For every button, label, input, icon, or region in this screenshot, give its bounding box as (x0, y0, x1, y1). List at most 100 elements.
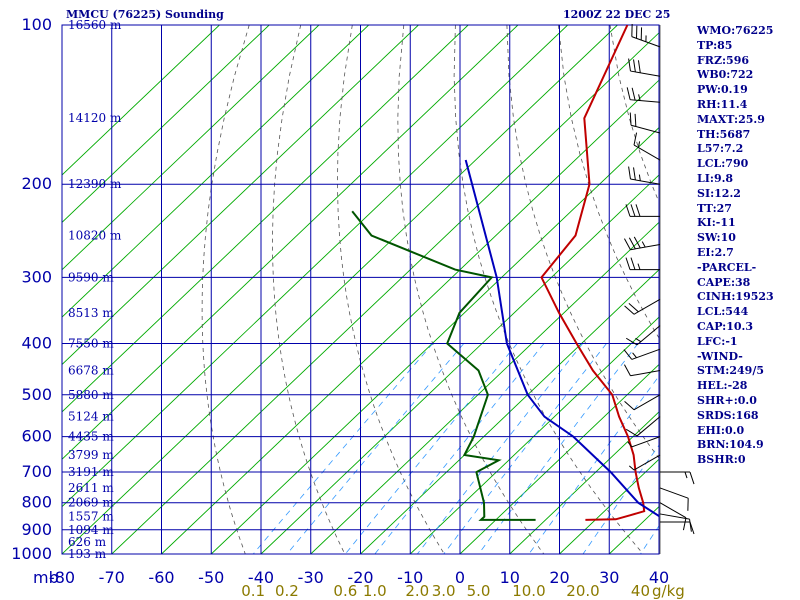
mixing-ratio-line (478, 343, 639, 554)
isotherm-line (62, 25, 419, 366)
temperature-tick-label: -70 (99, 568, 125, 587)
wind-barb-flag (625, 257, 631, 270)
wind-barb-half-flag (628, 465, 635, 471)
temperature-tick-label: -50 (198, 568, 224, 587)
wind-barb (625, 257, 660, 271)
temperature-tick-label: -30 (298, 568, 324, 587)
index-item: EI:2.7 (697, 245, 734, 259)
wind-barb (628, 58, 661, 77)
height-label: 193 m (68, 547, 107, 561)
height-label: 3799 m (68, 448, 114, 462)
temperature-tick-label: -40 (248, 568, 274, 587)
index-item: WB0:722 (697, 68, 754, 82)
wind-barb (625, 204, 660, 217)
index-item: RH:11.4 (697, 97, 748, 111)
wind-barb-staff (633, 394, 661, 411)
temperature-tick-label: -20 (347, 568, 373, 587)
temperature-line (540, 25, 646, 521)
height-label: 5880 m (68, 388, 114, 402)
background-lines (62, 25, 659, 554)
wind-barb-flag (634, 113, 637, 127)
index-item: -WIND- (697, 349, 743, 363)
wind-barb (660, 521, 695, 535)
dry-adiabat-line (397, 25, 545, 554)
grid (61, 24, 660, 555)
isotherm-line (559, 458, 659, 554)
mixing-ratio-label: 0.6 (333, 582, 357, 600)
wind-barb-staff (659, 502, 687, 519)
height-label: 2611 m (68, 481, 114, 495)
isotherm-line (62, 25, 519, 460)
height-label: 3191 m (68, 465, 114, 479)
mixing-ratio-label: 20.0 (566, 582, 599, 600)
height-label: 5124 m (68, 410, 114, 424)
temperature-tick-label: 0 (455, 568, 465, 587)
index-item: L57:7.2 (697, 142, 744, 156)
wind-barb-staff (659, 513, 690, 520)
index-item: STM:249/5 (697, 364, 764, 378)
wind-barb-staff (630, 370, 661, 377)
index-item: BSHR:0 (697, 453, 746, 467)
height-label: 8513 m (68, 306, 114, 320)
wind-barb-flag (633, 132, 638, 146)
wind-barb-half-flag (627, 441, 633, 448)
isotherm-line (210, 126, 659, 554)
isotherm-line (62, 25, 270, 223)
height-label: 6678 m (68, 364, 114, 378)
station-title: MMCU (76225) Sounding (66, 8, 224, 21)
wind-barb-flag (623, 238, 631, 250)
height-label: 14120 m (68, 111, 122, 125)
wind-barb-flag (635, 204, 641, 217)
pressure-unit-label: mb (33, 568, 59, 587)
wind-barb-staff (659, 487, 689, 499)
dry-adiabat-line (201, 25, 250, 554)
wind-barb-flag (623, 364, 631, 376)
wind-barb-flag (689, 519, 692, 532)
stability-indices: WMO:76225 TP:85 FRZ:596 WB0:722 PW:0.19 RH:11… (697, 24, 774, 468)
dry-adiabat-line (336, 25, 445, 554)
index-item: BRN:104.9 (697, 438, 764, 452)
wind-barb-staff (631, 436, 661, 448)
wind-barb-flag (633, 236, 641, 249)
wind-barb-half-flag (638, 174, 641, 181)
isotherm-line (409, 316, 659, 554)
temperature-tick-label: 10 (500, 568, 520, 587)
wind-barb-flag (625, 428, 638, 437)
pressure-tick-label: 800 (21, 493, 52, 512)
isotherm-line (509, 411, 659, 554)
wind-barbs (623, 23, 695, 554)
wind-barb-half-flag (635, 337, 642, 343)
pressure-tick-label: 600 (21, 427, 52, 446)
index-item: SI:12.2 (697, 186, 741, 200)
mixing-ratio-label: 3.0 (432, 582, 456, 600)
temperature-tick-label: -60 (148, 568, 174, 587)
wind-barb-flag (682, 517, 687, 531)
wind-barb (627, 436, 661, 448)
height-label: 1557 m (68, 510, 114, 524)
isotherm-line (111, 32, 659, 554)
isotherm-line (360, 269, 659, 554)
pressure-tick-label: 900 (21, 520, 52, 539)
wind-barb (633, 132, 661, 161)
wind-barb (631, 23, 661, 48)
wind-barb-flag (633, 59, 636, 72)
wind-barb (660, 471, 695, 485)
height-label: 7550 m (68, 336, 114, 350)
index-item: CAPE:38 (697, 275, 751, 289)
parcel-line (464, 159, 659, 518)
index-item: SRDS:168 (697, 408, 759, 422)
index-item: HEL:-28 (697, 379, 748, 393)
pressure-tick-label: 300 (21, 267, 52, 286)
wind-barb (623, 236, 661, 251)
index-item: CAP:10.3 (697, 319, 754, 333)
wind-barb-flag (626, 87, 631, 100)
dewpoint-line (351, 210, 536, 521)
dry-adiabat-line (453, 25, 644, 554)
wind-barb-half-flag (637, 141, 641, 148)
dry-adiabat-line (558, 25, 659, 339)
wind-barb (629, 112, 661, 134)
wind-barb (623, 348, 661, 360)
wind-barb-staff (633, 454, 661, 471)
index-item: WMO:76225 (697, 24, 774, 37)
